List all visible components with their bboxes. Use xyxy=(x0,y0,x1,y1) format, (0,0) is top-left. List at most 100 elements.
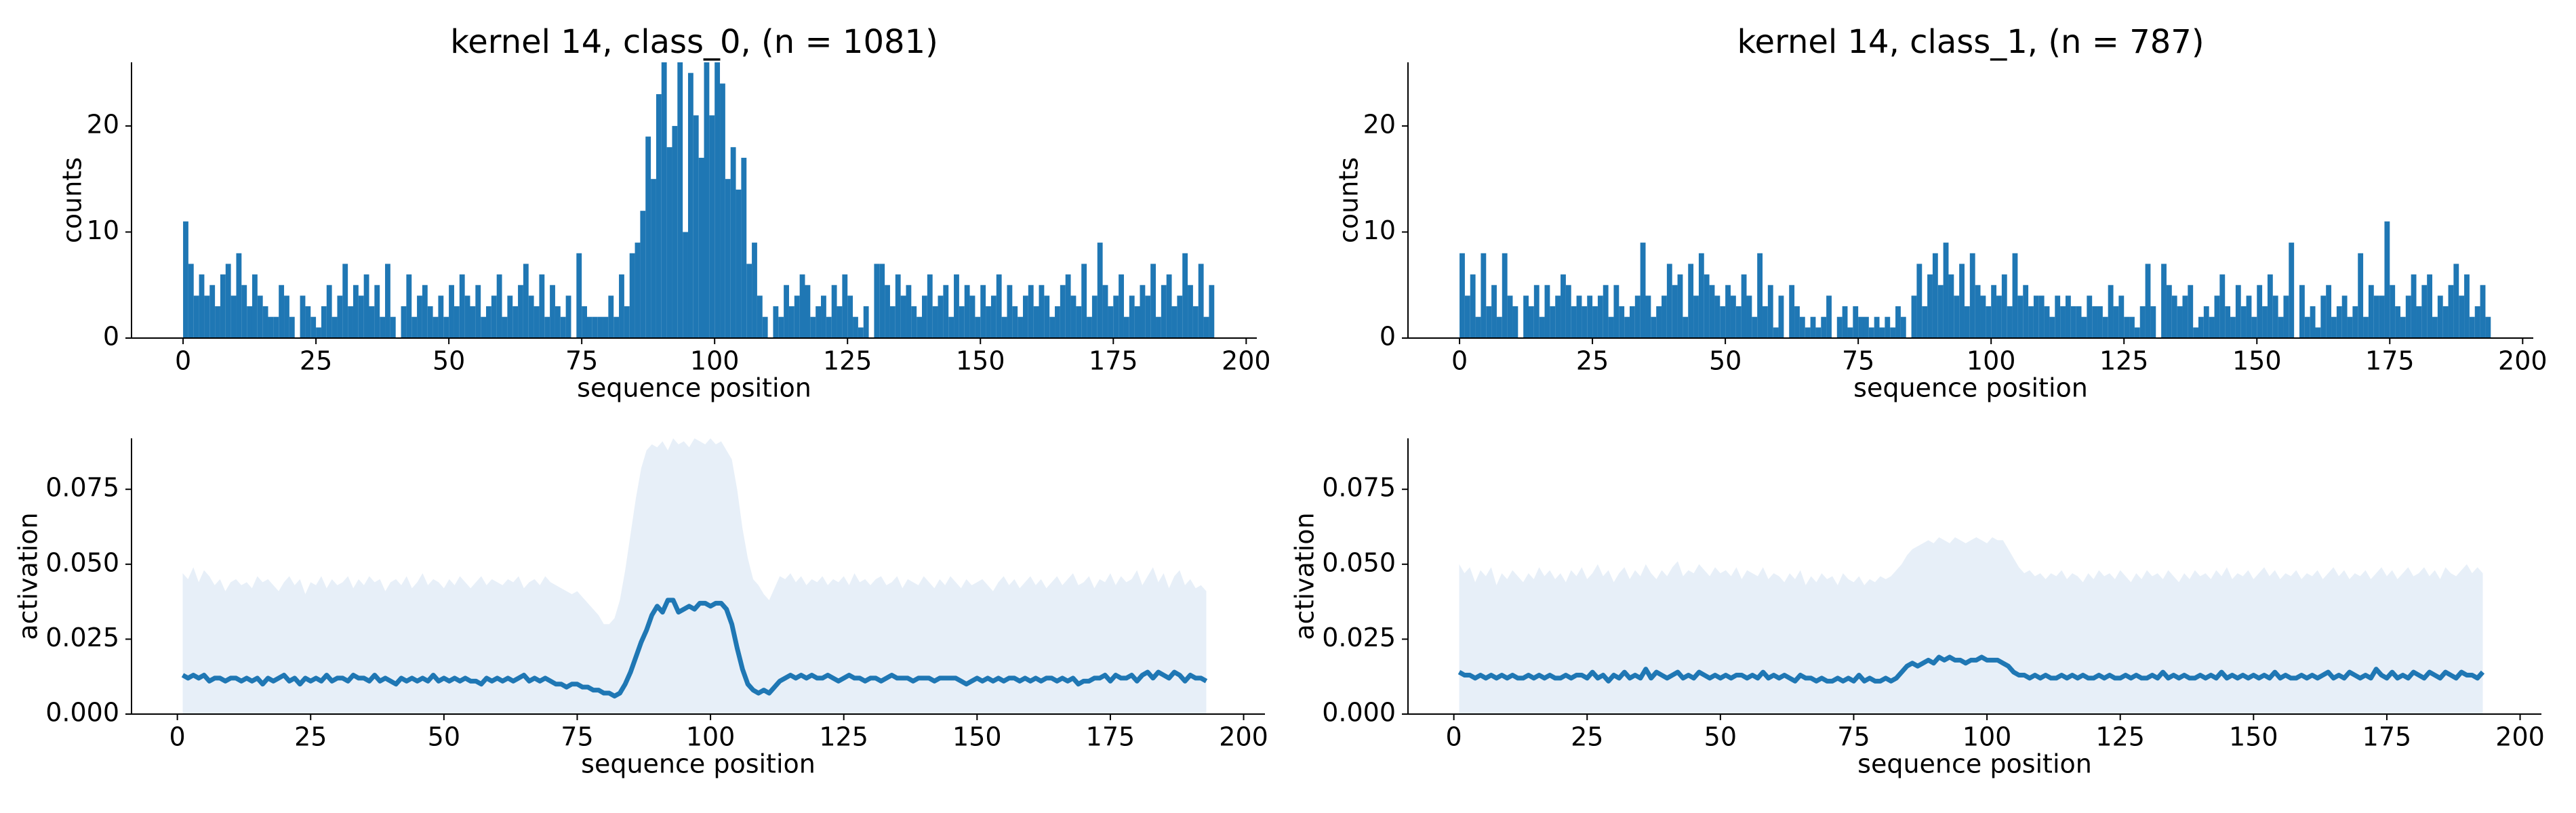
x-tick-label: 200 xyxy=(1222,346,1271,376)
bar xyxy=(1826,295,1832,338)
bar xyxy=(2033,295,2039,338)
bar xyxy=(990,295,997,338)
bar xyxy=(762,316,768,338)
bar xyxy=(1948,274,1954,338)
bar xyxy=(475,285,481,338)
bar xyxy=(2474,306,2480,338)
bar xyxy=(2405,295,2411,338)
bar xyxy=(1028,285,1034,338)
bar xyxy=(1565,285,1571,338)
bar xyxy=(1895,306,1901,338)
bar xyxy=(374,285,380,338)
x-tick-label: 175 xyxy=(1086,722,1135,752)
bar xyxy=(2065,295,2071,338)
bar xyxy=(2235,285,2241,338)
bar xyxy=(1911,295,1917,338)
bar xyxy=(1868,327,1874,338)
x-tick-label: 150 xyxy=(2229,722,2278,752)
bar xyxy=(422,285,428,338)
bar xyxy=(268,316,274,338)
bar xyxy=(1672,285,1678,338)
bar xyxy=(709,115,715,338)
bar xyxy=(693,115,699,338)
bar xyxy=(1523,295,1529,338)
bar xyxy=(2289,243,2295,338)
x-tick-label: 50 xyxy=(1704,722,1737,752)
bar xyxy=(1815,327,1822,338)
bar xyxy=(794,295,800,338)
bar xyxy=(1533,285,1539,338)
bar xyxy=(586,316,592,338)
bar xyxy=(842,274,848,338)
x-tick-label: 75 xyxy=(565,346,598,376)
bar xyxy=(491,295,497,338)
bar xyxy=(2171,295,2177,338)
bar xyxy=(401,306,407,338)
mean-line xyxy=(1457,654,2485,684)
bar xyxy=(576,253,582,338)
bar xyxy=(507,295,513,338)
bar xyxy=(1943,243,1949,338)
bar xyxy=(1969,253,1975,338)
bar xyxy=(1746,295,1752,338)
bar xyxy=(188,264,194,338)
bar xyxy=(1810,316,1816,338)
bar xyxy=(2102,316,2108,338)
x-axis-label: sequence position xyxy=(577,373,811,403)
bar xyxy=(635,243,641,338)
bar xyxy=(656,93,662,338)
bar xyxy=(1975,285,1981,338)
bar xyxy=(247,306,252,338)
x-tick-label: 0 xyxy=(1451,346,1468,376)
bar xyxy=(225,264,231,338)
bar xyxy=(1927,274,1933,338)
bar xyxy=(1757,253,1763,338)
band-area xyxy=(1459,537,2483,714)
bar xyxy=(1076,306,1082,338)
bar xyxy=(741,157,747,338)
y-tick-label: 0 xyxy=(1380,322,1396,352)
bar xyxy=(2087,295,2093,338)
bar xyxy=(1698,253,1704,338)
bar xyxy=(1991,285,1997,338)
bar xyxy=(1033,306,1039,338)
bar xyxy=(358,295,364,338)
bar xyxy=(821,295,826,338)
bar xyxy=(1182,253,1188,338)
bar xyxy=(582,306,587,338)
bar xyxy=(550,285,555,338)
bar xyxy=(353,285,359,338)
bar xyxy=(1209,285,1215,338)
y-tick-label: 10 xyxy=(87,215,119,245)
bar xyxy=(959,306,965,338)
bar xyxy=(651,179,656,338)
bar xyxy=(1662,295,1667,338)
bar xyxy=(1475,316,1481,338)
bar xyxy=(2251,316,2257,338)
bar xyxy=(1592,306,1598,338)
bar xyxy=(2453,264,2459,338)
x-tick-label: 75 xyxy=(1842,346,1874,376)
bar xyxy=(1550,306,1556,338)
bar xyxy=(788,306,794,338)
bar xyxy=(1145,295,1151,338)
bar xyxy=(1725,285,1731,338)
bar xyxy=(2310,306,2316,338)
bar xyxy=(1879,327,1885,338)
bar xyxy=(858,327,864,338)
bar xyxy=(449,285,454,338)
x-tick-label: 175 xyxy=(2362,722,2412,752)
bar xyxy=(2427,274,2433,338)
bar xyxy=(1161,285,1167,338)
bar xyxy=(2092,306,2098,338)
bar xyxy=(565,295,571,338)
bar xyxy=(512,306,519,338)
bar xyxy=(1683,316,1689,338)
bar xyxy=(2182,295,2188,338)
bar xyxy=(1108,306,1114,338)
bar xyxy=(2049,316,2055,338)
bar xyxy=(715,62,721,338)
bar xyxy=(2320,295,2327,338)
bar xyxy=(1640,243,1646,338)
x-tick-label: 100 xyxy=(1967,346,2016,376)
